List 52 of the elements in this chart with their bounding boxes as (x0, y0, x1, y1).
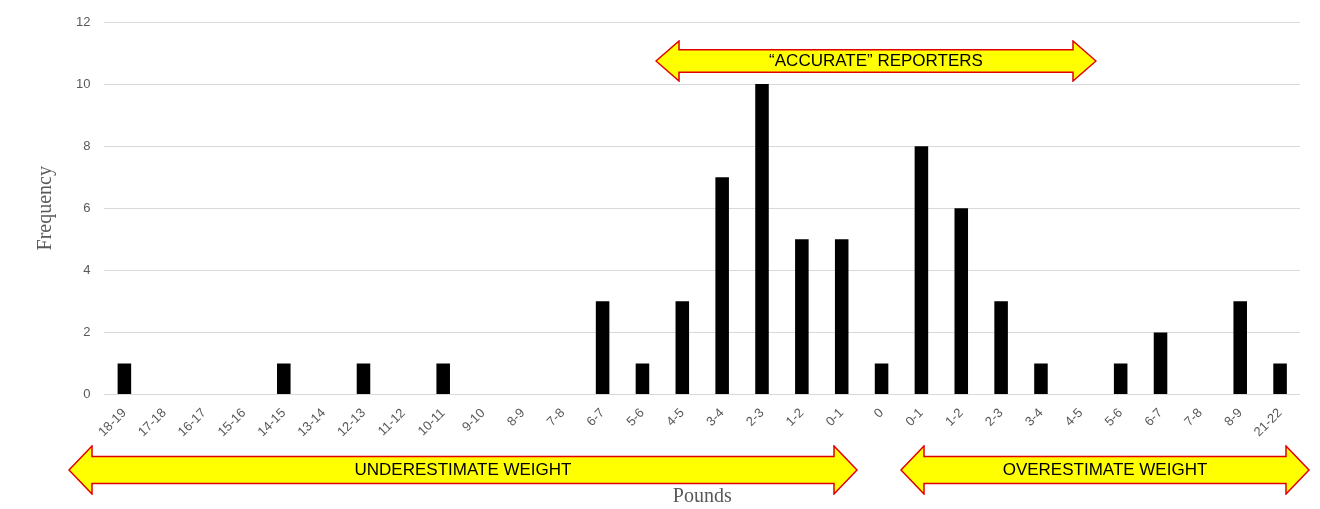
x-tick-label: 5-6 (623, 405, 648, 429)
bar (595, 301, 610, 394)
bar (436, 363, 450, 394)
text: UNDERESTIMATE WEIGHT (354, 460, 572, 480)
bar (1273, 363, 1287, 394)
bar (755, 84, 769, 394)
bar (795, 239, 809, 394)
x-tick-label: 3-4 (702, 405, 727, 429)
y-tick-label: 4 (83, 261, 91, 277)
x-tick-label: 2-3 (981, 405, 1006, 429)
bar (356, 363, 371, 394)
x-tick-label: 6-7 (1141, 405, 1166, 429)
bar (954, 208, 969, 394)
bar (834, 239, 849, 394)
x-tick-label: 0-1 (902, 405, 927, 429)
x-tick-label: 0-1 (822, 405, 847, 429)
x-tick-label: 7-8 (1181, 405, 1206, 429)
y-tick-label: 10 (75, 75, 91, 91)
x-tick-label: 2-3 (742, 405, 767, 429)
y-tick-label: 0 (83, 386, 91, 402)
y-tick-label: 2 (83, 323, 91, 339)
x-tick-label: 1-2 (942, 405, 966, 429)
x-axis-title: Pounds (672, 484, 732, 507)
y-tick-label: 12 (75, 13, 91, 29)
x-tick-label: 6-7 (583, 405, 608, 429)
bar (1034, 363, 1048, 394)
x-tick-label: 1-2 (782, 405, 807, 429)
x-tick-label: 8-9 (503, 405, 528, 429)
y-axis-title: Frequency (33, 166, 57, 251)
x-tick-label: 4-5 (1061, 405, 1086, 429)
annotation: “ACCURATE” REPORTERS (769, 51, 983, 71)
x-tick-label: 3-4 (1021, 405, 1046, 429)
x-tick-label: 8-9 (1220, 405, 1245, 429)
bar (675, 301, 690, 394)
x-tick-label: 7-8 (543, 405, 568, 429)
bar (1113, 363, 1128, 394)
x-tick-label: 9-10 (458, 405, 488, 435)
bar (277, 363, 291, 394)
bar (635, 363, 650, 394)
bar (1153, 332, 1168, 394)
bar (117, 363, 132, 394)
bar (715, 177, 729, 394)
bar (874, 363, 889, 394)
y-tick-label: 6 (83, 199, 91, 215)
x-tick-label: 4-5 (663, 405, 687, 429)
x-tick-label: 5-6 (1101, 405, 1126, 429)
bar (914, 146, 929, 394)
bar (1233, 301, 1247, 394)
bar (994, 301, 1008, 394)
y-tick-label: 8 (83, 137, 91, 153)
text: OVERESTIMATE WEIGHT (1002, 460, 1208, 480)
x-tick-label: 0 (870, 405, 887, 421)
